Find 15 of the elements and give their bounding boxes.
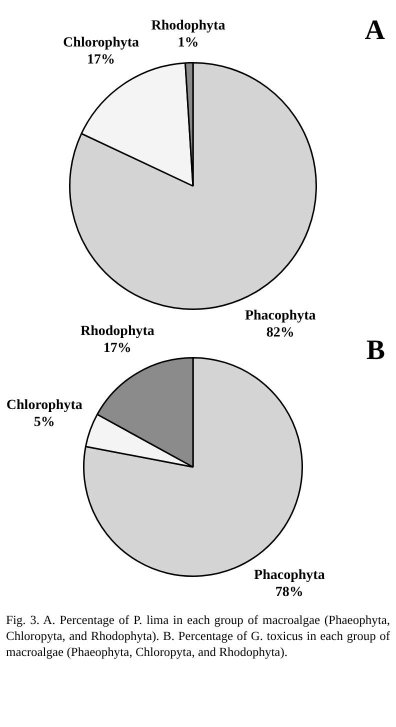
chart-title: B [366,335,385,366]
slice-label: Chlorophyta [6,398,82,414]
data-label: 5% [34,415,55,430]
slice-label: Chlorophyta [63,35,140,50]
data-label: 17% [87,52,116,68]
slice-label: Phacophyta [254,568,325,584]
slice-label: Rhodophyta [80,324,154,339]
data-label: 82% [266,325,294,340]
data-label: 78% [275,585,304,600]
data-label: 17% [103,340,132,356]
data-label: 1% [178,36,199,51]
slice-label: Rhodophyta [151,18,226,34]
text: A [364,15,386,46]
slice-label: Phacophyta [244,308,316,324]
caption: Fig. 3. A. Percentage of P. lima in each group of macroalgae (Phaeophyta, Chloropyta, and Rhodophyta). B. Percentage of G. toxicus in each group of macroalgae (Phaeophyta, Chloropyta, and Rhodophyta). [6,612,390,660]
